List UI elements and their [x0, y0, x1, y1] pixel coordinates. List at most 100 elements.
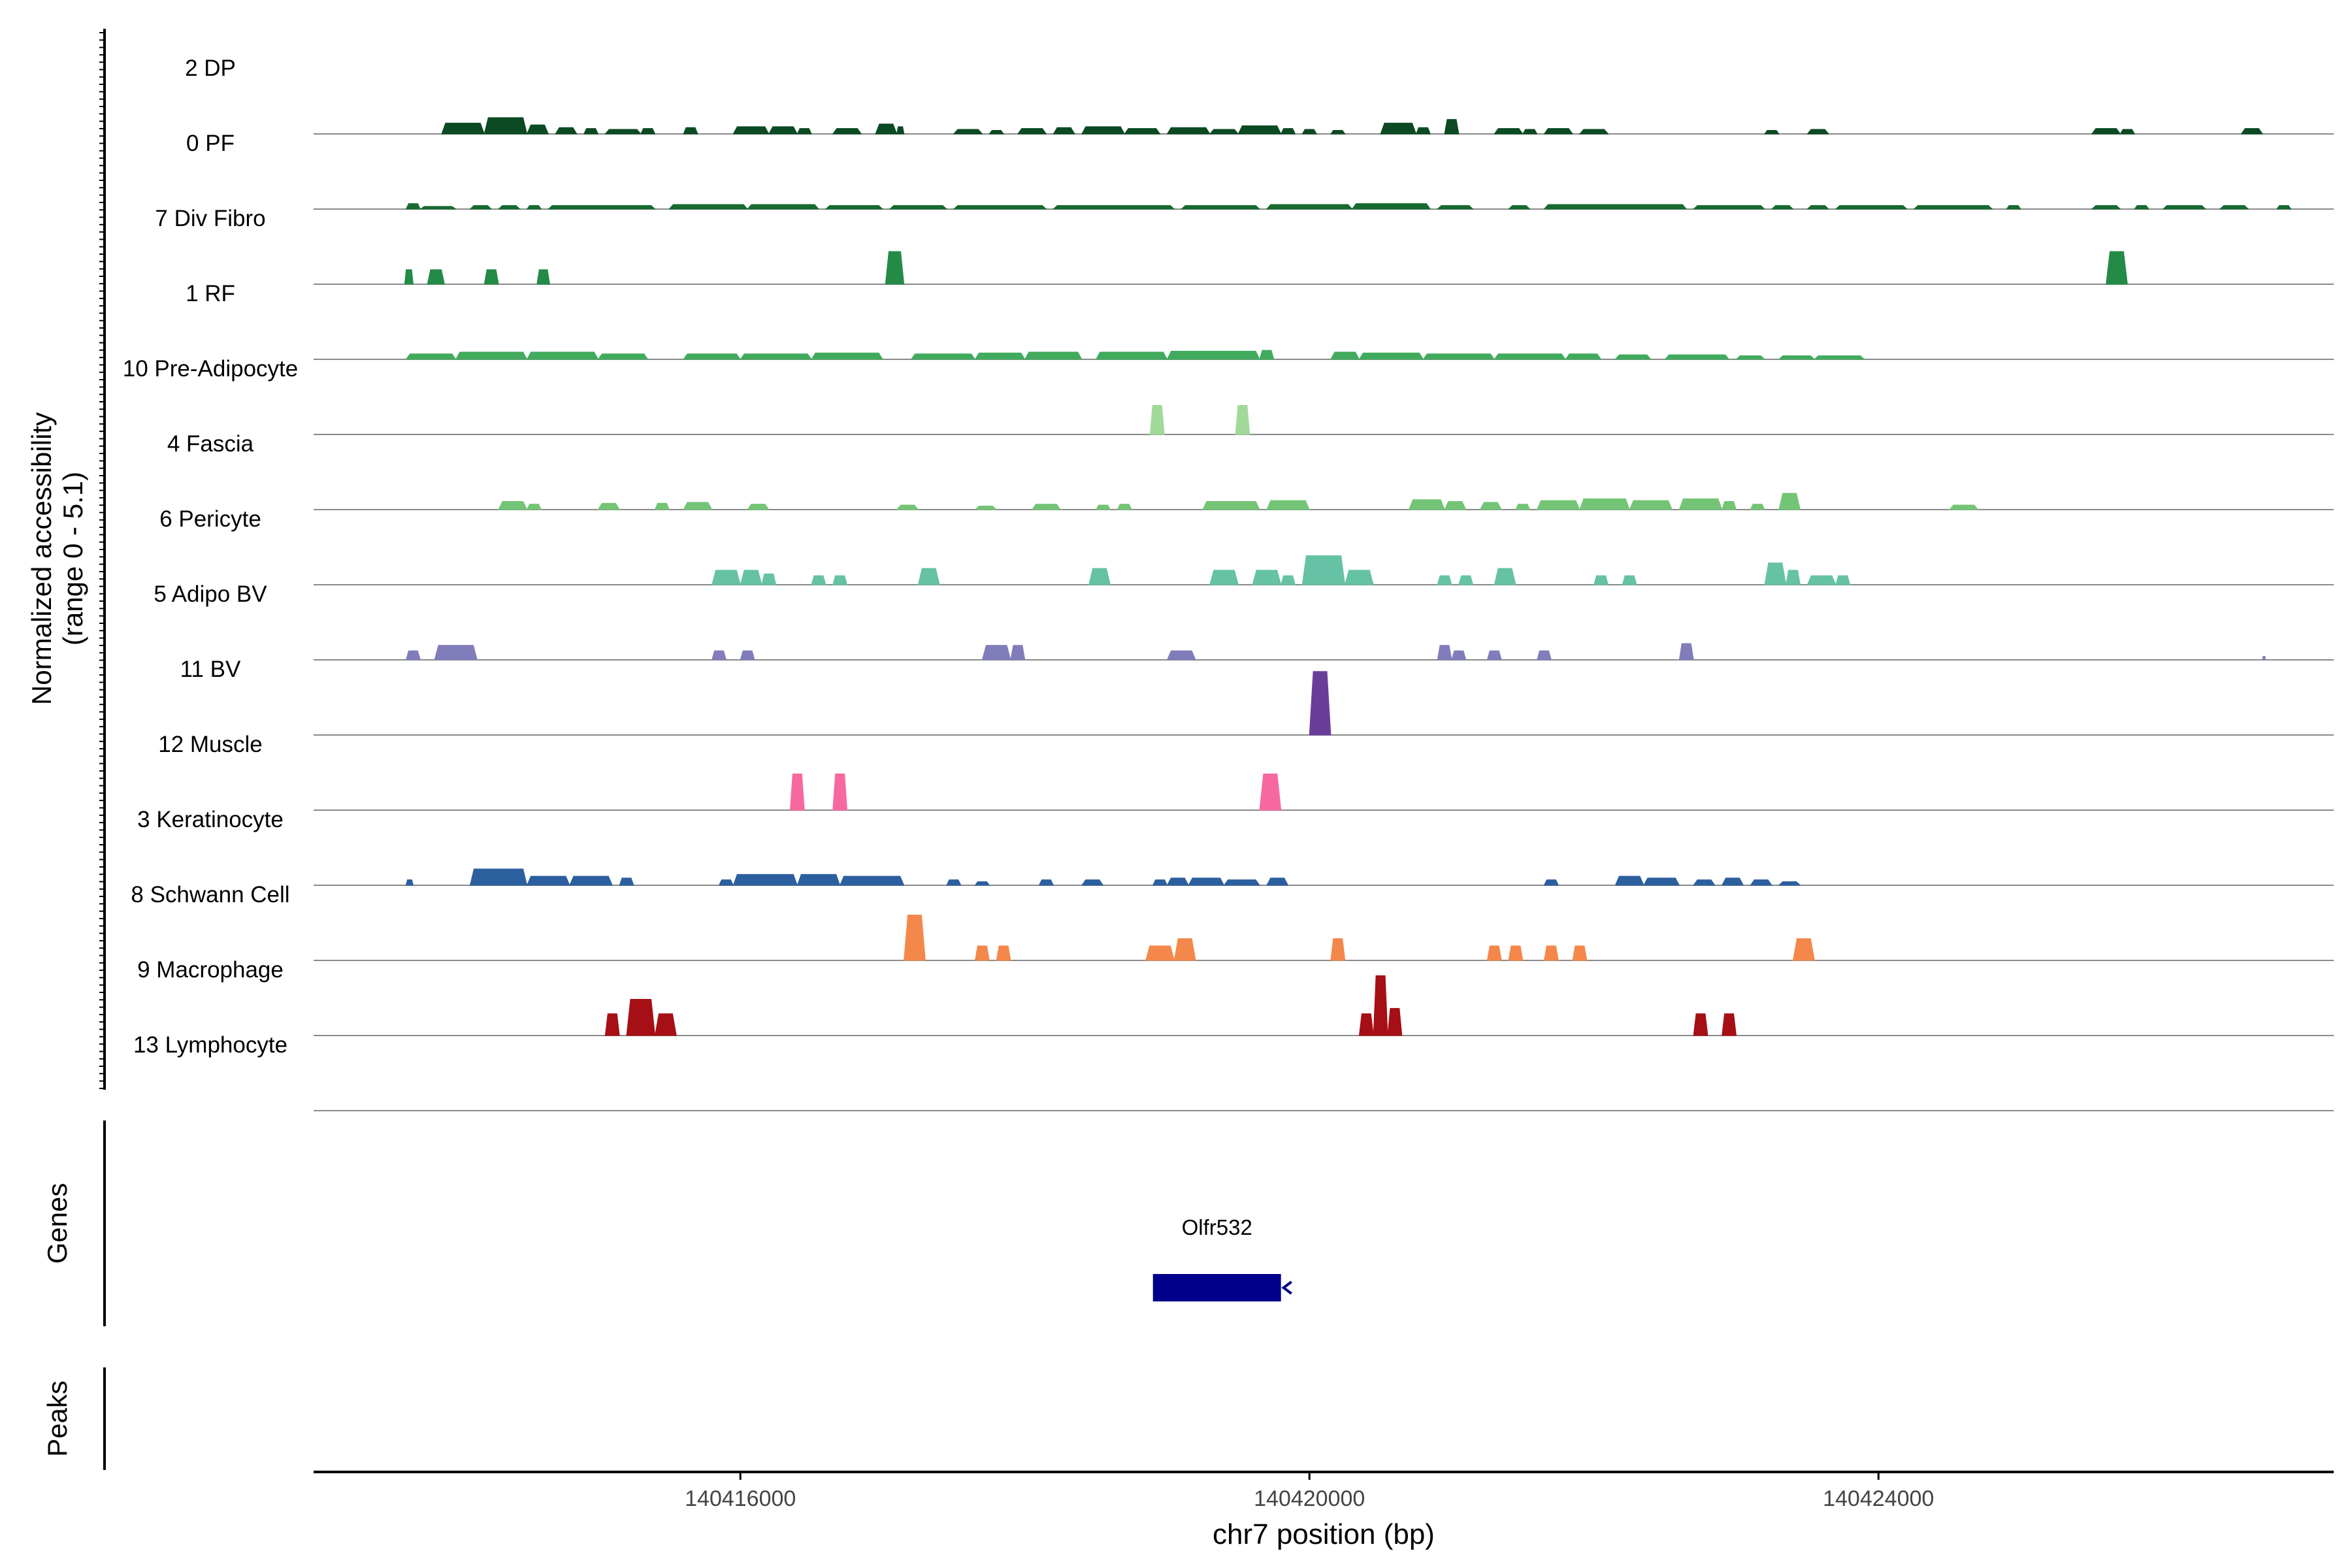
coverage-peak — [526, 351, 599, 360]
peaks-panel-label: Peaks — [42, 1380, 73, 1457]
coverage-peak — [498, 501, 528, 510]
coverage-peak — [1202, 501, 1260, 510]
coverage-peak — [683, 353, 742, 360]
coverage-peak — [1408, 499, 1445, 510]
track-label: 0 PF — [186, 131, 235, 156]
coverage-peak — [1266, 500, 1310, 510]
coverage-peak — [910, 353, 976, 360]
track-label: 5 Adipo BV — [154, 581, 267, 607]
coverage-peak — [1593, 575, 1609, 585]
coverage-peak — [404, 269, 414, 285]
track-label: 12 Muscle — [158, 732, 263, 757]
coverage-peak — [1031, 504, 1062, 510]
track-label: 6 Pericyte — [159, 506, 261, 532]
coverage-peak — [683, 127, 698, 135]
coverage-peak — [996, 945, 1011, 961]
track-label: 10 Pre-Adipocyte — [123, 356, 298, 382]
coverage-peak — [904, 915, 926, 961]
coverage-peak — [889, 204, 948, 210]
coverage-peak — [1835, 204, 1908, 210]
coverage-peak — [1764, 129, 1780, 135]
coverage-peak — [668, 204, 749, 210]
coverage-peak — [917, 568, 940, 585]
coverage-peak — [526, 204, 542, 210]
coverage-peak — [825, 204, 884, 210]
coverage-peak — [885, 251, 905, 285]
coverage-peak — [1806, 575, 1837, 585]
coverage-peak — [796, 874, 841, 886]
track-label: 11 BV — [180, 657, 241, 682]
coverage-peak — [469, 868, 528, 886]
coverage-peak — [2006, 204, 2021, 210]
coverage-peak — [1693, 1013, 1708, 1036]
x-tick-label: 140416000 — [685, 1486, 796, 1511]
coverage-peak — [796, 128, 812, 135]
coverage-peak — [789, 773, 805, 811]
coverage-peak — [1543, 945, 1559, 961]
track-label: 7 Div Fibro — [155, 206, 265, 231]
coverage-peak — [1543, 128, 1574, 135]
coverage-peak — [1643, 877, 1680, 886]
coverage-peak — [811, 575, 826, 585]
y-axis-range-label: (range 0 - 5.1) — [57, 472, 88, 645]
coverage-peak — [1373, 975, 1388, 1036]
coverage-peak — [2262, 655, 2266, 661]
coverage-peak — [1629, 500, 1673, 510]
coverage-peak — [619, 877, 634, 886]
coverage-peak — [1330, 351, 1360, 360]
coverage-peak — [1508, 945, 1524, 961]
coverage-peak — [1948, 504, 1979, 510]
coverage-peak — [1479, 502, 1503, 510]
coverage-peak — [1543, 204, 1688, 210]
coverage-peak — [555, 127, 578, 135]
coverage-peak — [974, 881, 990, 886]
coverage-peak — [1209, 570, 1239, 585]
coverage-peak — [2134, 204, 2149, 210]
coverage-peak — [604, 129, 642, 135]
coverage-peak — [718, 879, 734, 886]
coverage-peak — [1664, 354, 1730, 360]
gene-body — [1152, 1274, 1281, 1301]
gene-label: Olfr532 — [1182, 1215, 1252, 1239]
coverage-peak — [1735, 355, 1766, 360]
coverage-peak — [988, 129, 1005, 135]
coverage-peak — [2091, 128, 2121, 135]
coverage-peak — [1053, 127, 1075, 135]
coverage-peak — [1806, 129, 1830, 135]
coverage-peak — [597, 353, 649, 360]
coverage-peak — [1515, 504, 1531, 510]
coverage-peak — [427, 269, 445, 285]
x-axis-label: chr7 position (bp) — [1213, 1518, 1435, 1550]
coverage-peak — [1188, 877, 1225, 886]
coverage-peak — [1180, 204, 1261, 210]
coverage-peak — [1309, 671, 1331, 736]
coverage-peak — [1436, 204, 1474, 210]
coverage-peak — [547, 204, 656, 210]
coverage-peak — [1235, 405, 1250, 435]
coverage-peak — [832, 575, 848, 585]
coverage-peak — [1536, 500, 1580, 510]
coverage-peak — [974, 945, 990, 961]
coverage-peak — [405, 353, 457, 360]
coverage-peak — [683, 502, 713, 510]
coverage-peak — [569, 875, 613, 886]
coverage-peak — [1444, 501, 1467, 510]
coverage-peak — [1721, 877, 1744, 886]
coverage-peak — [1458, 575, 1474, 585]
coverage-peak — [1614, 875, 1644, 886]
coverage-peak — [1536, 650, 1552, 661]
coverage-peak — [732, 126, 770, 135]
coverage-peak — [497, 204, 521, 210]
coverage-peak — [1095, 351, 1168, 360]
coverage-peak — [626, 998, 656, 1036]
coverage-peak — [654, 502, 670, 510]
coverage-peak — [1565, 353, 1602, 360]
coverage-peak — [740, 570, 762, 585]
y-axis-label: Normalized accessibility — [26, 412, 57, 705]
track-label: 2 DP — [185, 56, 236, 81]
coverage-peak — [1152, 879, 1168, 886]
track-label: 13 Lymphocyte — [133, 1032, 287, 1058]
coverage-peak — [2162, 204, 2207, 210]
